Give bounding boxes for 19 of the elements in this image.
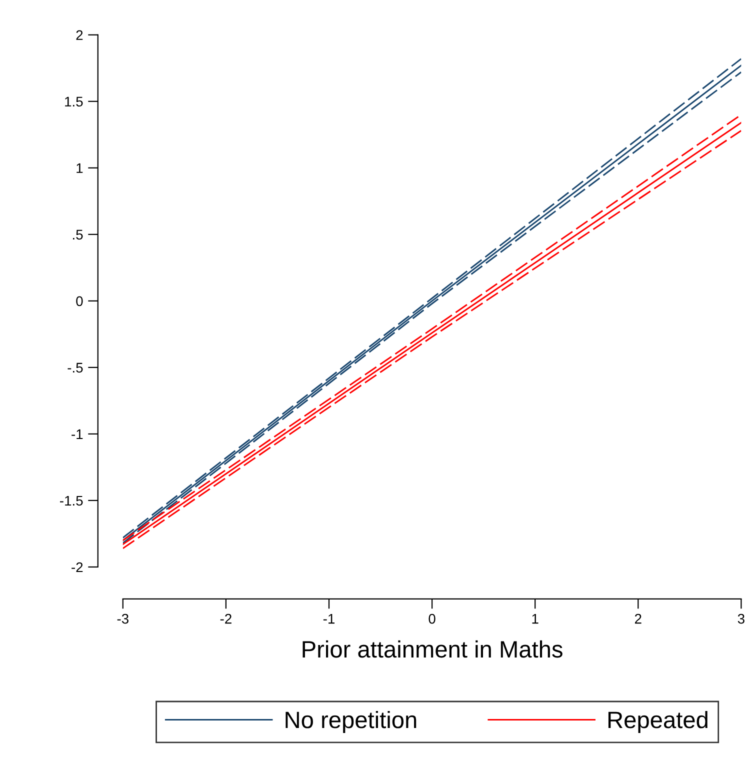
y-tick-label: 0 [76, 296, 83, 306]
x-tick-label: 2 [634, 614, 642, 624]
y-tick-label: 1 [76, 163, 83, 173]
y-tick-label: -2 [72, 562, 83, 572]
x-tick-label: 1 [532, 614, 538, 624]
y-tick-label: -1 [72, 429, 83, 439]
x-tick-label: -1 [323, 614, 334, 624]
legend-label: No repetition [286, 710, 416, 733]
y-tick-label: .5 [73, 230, 83, 240]
y-tick-label: 2 [76, 30, 83, 40]
y-tick-label: -.5 [68, 362, 83, 373]
x-tick-label: 0 [428, 614, 436, 624]
x-axis-title: Prior attainment in Maths [302, 640, 562, 658]
x-tick-label: 3 [738, 614, 744, 624]
y-tick-label: -1.5 [60, 496, 83, 506]
legend-label: Repeated [608, 710, 708, 733]
x-tick-label: -3 [117, 614, 128, 624]
x-tick-label: -2 [220, 614, 232, 624]
y-tick-label: 1.5 [65, 96, 83, 107]
